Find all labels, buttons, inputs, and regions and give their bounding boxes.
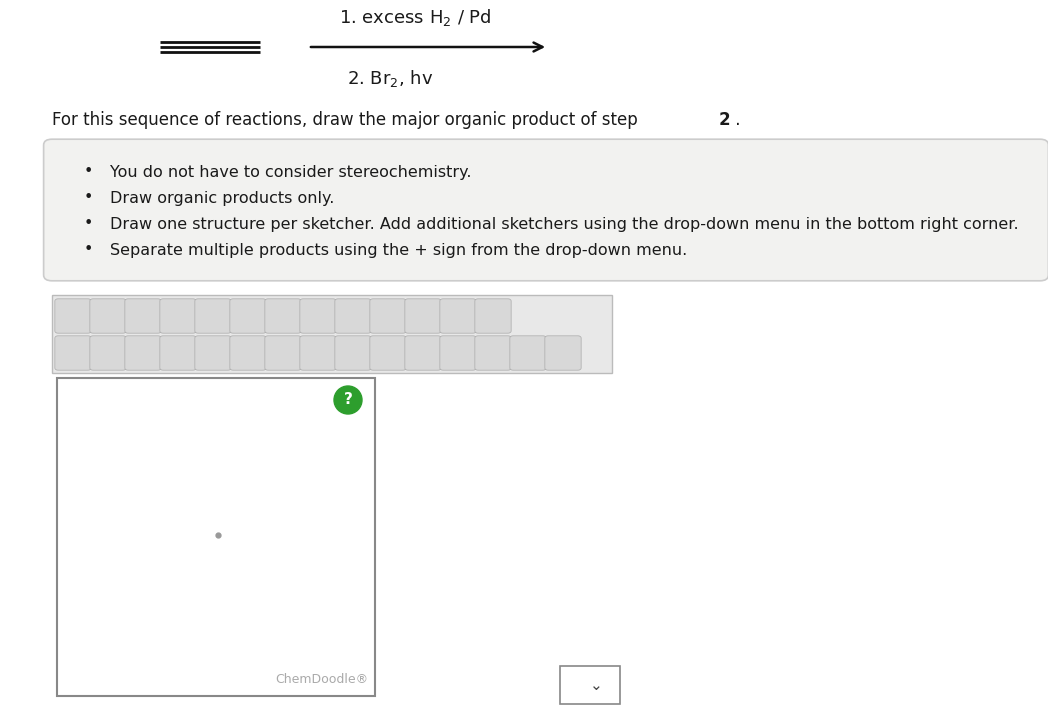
Text: 1. excess H$_2$ / Pd: 1. excess H$_2$ / Pd <box>339 7 492 28</box>
FancyBboxPatch shape <box>265 299 301 334</box>
FancyBboxPatch shape <box>405 336 441 370</box>
FancyBboxPatch shape <box>125 336 161 370</box>
FancyBboxPatch shape <box>44 139 1048 281</box>
Text: 2. Br$_2$, hv: 2. Br$_2$, hv <box>347 68 433 89</box>
Text: 2: 2 <box>719 111 730 129</box>
Text: Separate multiple products using the + sign from the drop-down menu.: Separate multiple products using the + s… <box>110 242 687 257</box>
Text: Draw one structure per sketcher. Add additional sketchers using the drop-down me: Draw one structure per sketcher. Add add… <box>110 217 1019 231</box>
FancyBboxPatch shape <box>370 299 407 334</box>
Text: •: • <box>83 165 92 180</box>
FancyBboxPatch shape <box>335 336 371 370</box>
Text: Draw organic products only.: Draw organic products only. <box>110 191 334 205</box>
Text: •: • <box>83 217 92 231</box>
FancyBboxPatch shape <box>265 336 301 370</box>
Text: ?: ? <box>344 392 352 407</box>
Text: •: • <box>83 191 92 205</box>
FancyBboxPatch shape <box>54 299 91 334</box>
FancyBboxPatch shape <box>475 336 511 370</box>
FancyBboxPatch shape <box>335 299 371 334</box>
FancyBboxPatch shape <box>545 336 582 370</box>
FancyBboxPatch shape <box>160 336 196 370</box>
Ellipse shape <box>334 386 362 414</box>
FancyBboxPatch shape <box>230 299 266 334</box>
FancyBboxPatch shape <box>475 299 511 334</box>
FancyBboxPatch shape <box>405 299 441 334</box>
FancyBboxPatch shape <box>54 336 91 370</box>
Bar <box>52 295 612 373</box>
FancyBboxPatch shape <box>440 299 476 334</box>
FancyBboxPatch shape <box>160 299 196 334</box>
Text: You do not have to consider stereochemistry.: You do not have to consider stereochemis… <box>110 165 472 180</box>
FancyBboxPatch shape <box>90 299 126 334</box>
Text: ⌄: ⌄ <box>590 677 603 692</box>
FancyBboxPatch shape <box>510 336 546 370</box>
Text: ChemDoodle®: ChemDoodle® <box>275 673 368 686</box>
FancyBboxPatch shape <box>125 299 161 334</box>
FancyBboxPatch shape <box>300 299 336 334</box>
Text: .: . <box>730 111 741 129</box>
FancyBboxPatch shape <box>195 299 232 334</box>
Bar <box>560 666 620 704</box>
FancyBboxPatch shape <box>195 336 232 370</box>
Text: •: • <box>83 242 92 257</box>
FancyBboxPatch shape <box>370 336 407 370</box>
FancyBboxPatch shape <box>300 336 336 370</box>
Bar <box>57 378 375 696</box>
FancyBboxPatch shape <box>90 336 126 370</box>
FancyBboxPatch shape <box>230 336 266 370</box>
FancyBboxPatch shape <box>440 336 476 370</box>
Text: For this sequence of reactions, draw the major organic product of step: For this sequence of reactions, draw the… <box>52 111 643 129</box>
